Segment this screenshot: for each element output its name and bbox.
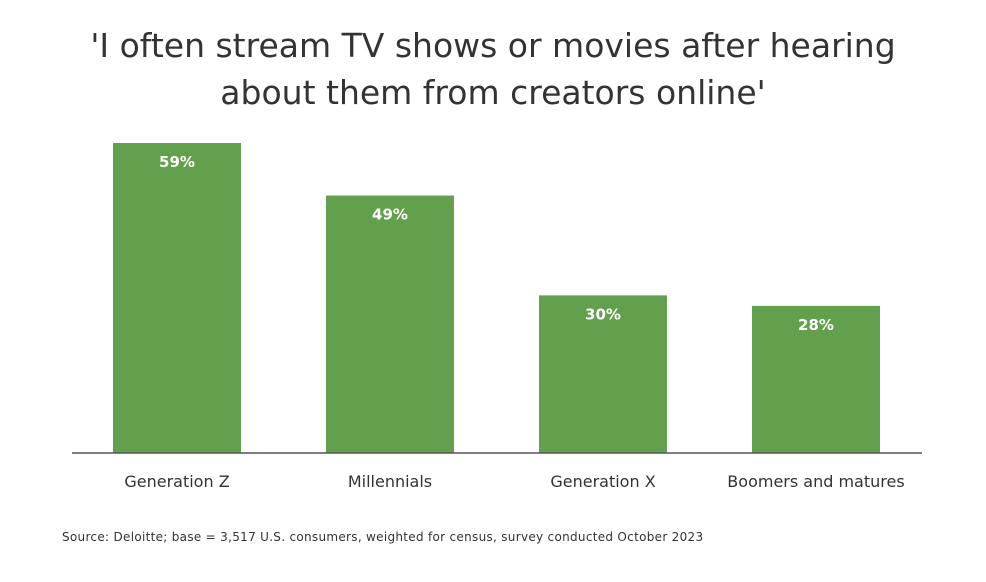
bar-1 — [326, 195, 454, 454]
data-label-0: 59% — [159, 153, 195, 171]
bar-2 — [539, 295, 667, 453]
x-tick-label-2: Generation X — [550, 472, 655, 491]
data-label-3: 28% — [798, 316, 834, 334]
x-tick-label-3: Boomers and matures — [727, 472, 904, 491]
bar-0 — [113, 143, 241, 453]
bar-3 — [752, 305, 880, 453]
data-label-2: 30% — [585, 305, 621, 323]
x-tick-labels-group: Generation Z Millennials Generation X Boome… — [124, 472, 904, 491]
bars-group — [113, 143, 880, 454]
x-tick-label-1: Millennials — [348, 472, 432, 491]
source-note: Source: Deloitte; base = 3,517 U.S. cons… — [62, 530, 704, 544]
chart-title-line-1: 'I often stream TV shows or movies after… — [90, 26, 896, 65]
chart-title-line-2: about them from creators online' — [220, 73, 766, 112]
x-tick-label-0: Generation Z — [124, 472, 229, 491]
data-labels-group: 59% 49% 30% 28% — [159, 153, 834, 334]
data-label-1: 49% — [372, 206, 408, 224]
chart-title: 'I often stream TV shows or movies after… — [0, 22, 986, 116]
